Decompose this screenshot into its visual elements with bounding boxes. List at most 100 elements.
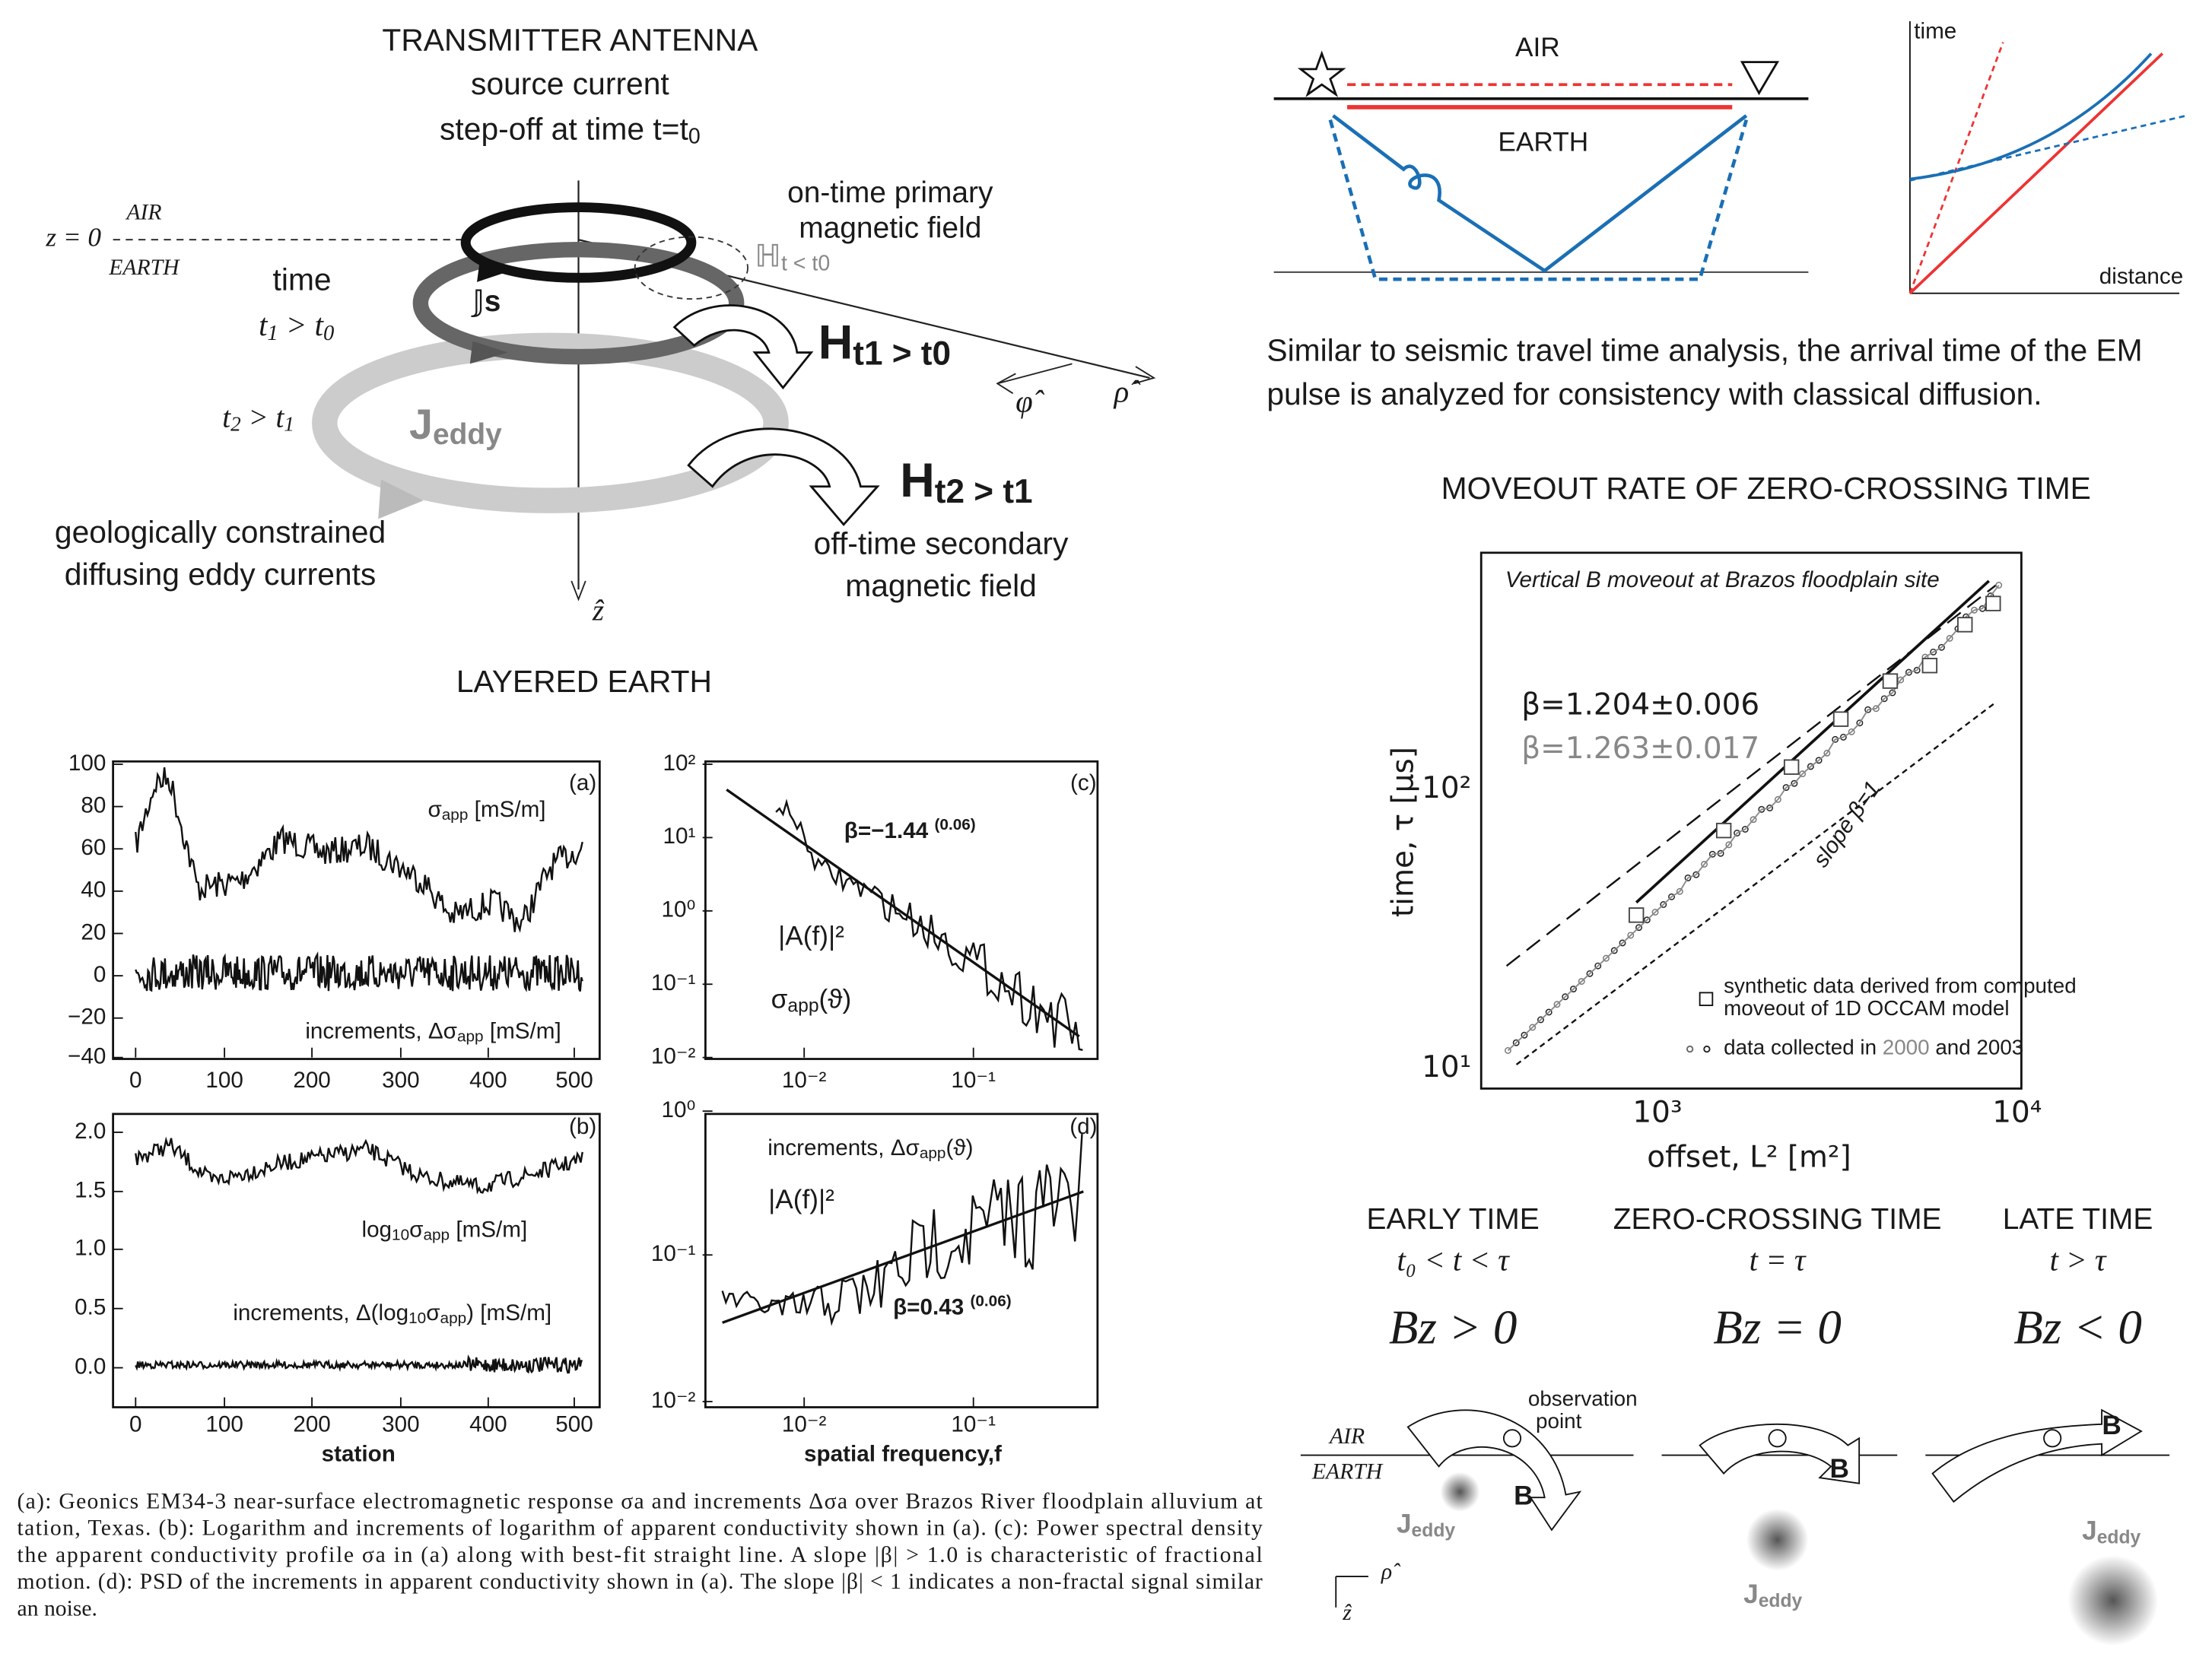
data-point xyxy=(1668,893,1675,900)
data-point xyxy=(1610,947,1618,954)
plot-frame xyxy=(704,1113,1099,1408)
label: 20 xyxy=(81,919,106,944)
label: log10σapp [mS/m] xyxy=(361,1217,527,1244)
label: 0.0 xyxy=(75,1354,106,1379)
label: −40 xyxy=(68,1043,106,1068)
label: 300 xyxy=(382,1068,419,1093)
fit-line xyxy=(1635,579,1990,904)
legend-dot xyxy=(1686,1045,1694,1053)
label: 10² xyxy=(663,751,696,776)
label: Bz = 0 xyxy=(1713,1301,1842,1354)
label: 10⁻¹ xyxy=(951,1411,996,1437)
label-part: J xyxy=(1743,1579,1759,1609)
data-point xyxy=(1545,1008,1553,1016)
label-part: app xyxy=(920,1144,946,1162)
data-point xyxy=(1807,763,1814,770)
label-part: 0 xyxy=(323,322,334,345)
data-point xyxy=(1913,666,1921,674)
label-part: app xyxy=(787,995,818,1016)
label: source current xyxy=(471,66,669,101)
data-point xyxy=(1782,784,1790,792)
data-point xyxy=(1553,1001,1561,1008)
synthetic-point xyxy=(1715,822,1732,839)
label: β=1.263±0.017 xyxy=(1521,732,1759,766)
data-point xyxy=(1660,901,1667,908)
data-point xyxy=(1832,735,1839,743)
label-part: > t xyxy=(241,401,285,433)
data-point xyxy=(1627,932,1635,939)
label: the apparent conductivity profile σa in … xyxy=(17,1543,1263,1567)
label: φ̂ xyxy=(1015,385,1045,419)
label: AIR xyxy=(1328,1424,1365,1449)
label: slope β=1 xyxy=(1808,776,1886,871)
label: TRANSMITTER ANTENNA xyxy=(382,22,758,57)
label-part: σ xyxy=(409,1217,423,1243)
label-part: (ϑ) xyxy=(946,1135,973,1160)
synthetic-point xyxy=(1957,617,1973,633)
data-point xyxy=(1791,779,1798,787)
label-part: σ xyxy=(771,985,788,1014)
label: t1 > t0 xyxy=(259,308,334,345)
label: 1.5 xyxy=(75,1178,106,1203)
label: station xyxy=(322,1441,396,1466)
phi-axis xyxy=(996,363,1073,385)
data-point xyxy=(1570,986,1577,993)
label-part: σ xyxy=(427,797,441,822)
label-part: ℍ xyxy=(755,238,781,273)
data-point xyxy=(1937,643,1945,651)
label: on-time primary xyxy=(787,176,993,209)
arrow xyxy=(1133,366,1156,385)
label-part: 1 xyxy=(267,322,278,345)
label: ρ̂ xyxy=(1381,1560,1401,1584)
label: 80 xyxy=(81,792,106,817)
label-part: J xyxy=(1397,1510,1412,1539)
label: 0 xyxy=(129,1068,142,1093)
slope-line xyxy=(1515,701,1997,1065)
data-point xyxy=(1586,970,1594,977)
label: Bz < 0 xyxy=(2013,1301,2142,1354)
label: B xyxy=(1829,1454,1848,1484)
synthetic-point xyxy=(1783,759,1800,775)
label: 10⁻¹ xyxy=(651,970,696,995)
antenna-loop xyxy=(460,202,697,283)
data-point xyxy=(1578,978,1585,985)
eddy-current xyxy=(2067,1555,2159,1646)
label-part: 2 xyxy=(230,413,241,436)
data-point xyxy=(1856,719,1864,727)
label: t > τ xyxy=(2050,1243,2107,1278)
legend-square xyxy=(1699,992,1714,1006)
data-point xyxy=(1505,1046,1511,1054)
label-part: 0 xyxy=(688,125,701,149)
label: magnetic field xyxy=(845,568,1037,603)
label: ẑ xyxy=(592,595,605,627)
label: B xyxy=(1514,1481,1533,1510)
label-part: H xyxy=(900,454,935,507)
label-part: app xyxy=(442,806,469,824)
observation-point xyxy=(2043,1429,2062,1448)
label: −20 xyxy=(68,1005,106,1030)
label: AIR xyxy=(1515,33,1560,62)
label: Jeddy xyxy=(2082,1516,2140,1548)
label: 200 xyxy=(293,1411,330,1437)
label: B xyxy=(2102,1411,2121,1440)
data-point xyxy=(1839,733,1847,741)
label: σapp [mS/m] xyxy=(427,797,545,824)
label: (c) xyxy=(1070,770,1097,795)
reflection-curve xyxy=(1909,52,2153,181)
label-part: step-off at time t=t xyxy=(440,111,688,146)
label: 10⁰ xyxy=(662,897,696,922)
label: pulse is analyzed for consistency with c… xyxy=(1266,376,2042,411)
plots-a-d xyxy=(112,760,1099,1408)
label-part: (0.06) xyxy=(970,1293,1011,1310)
label: motion. (d): PSD of the increments in ap… xyxy=(17,1570,1263,1594)
data-point xyxy=(1848,728,1855,735)
label: 10⁻² xyxy=(782,1411,827,1437)
label: |A(f)|² xyxy=(768,1185,834,1214)
label: 10⁴ xyxy=(1992,1095,2042,1129)
moveout-plot xyxy=(1479,551,2023,1090)
label: distance xyxy=(2099,264,2183,289)
data-point xyxy=(1512,1039,1520,1046)
label: 10³ xyxy=(1632,1095,1682,1129)
seismic-diagram xyxy=(1273,21,2187,295)
